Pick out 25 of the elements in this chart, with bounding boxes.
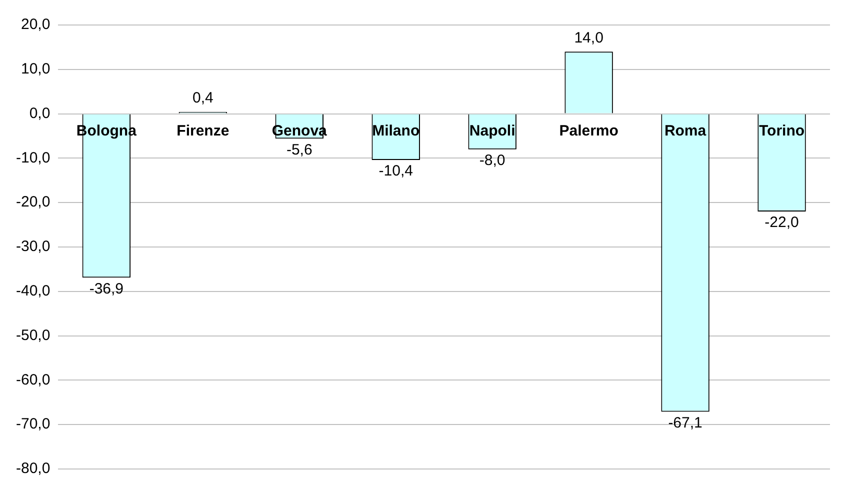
data-label: -36,9 bbox=[89, 280, 124, 298]
y-tick-label: -10,0 bbox=[16, 149, 50, 166]
x-tick-label: Milano bbox=[372, 122, 420, 140]
data-label: -8,0 bbox=[479, 152, 506, 169]
data-label: -67,1 bbox=[668, 414, 702, 432]
y-tick-label: -20,0 bbox=[16, 194, 50, 211]
y-tick-label: -30,0 bbox=[16, 238, 50, 256]
x-tick-label: Roma bbox=[664, 122, 707, 140]
y-tick-label: 20,0 bbox=[20, 16, 50, 34]
x-tick-label: Firenze bbox=[176, 122, 230, 140]
data-label: -22,0 bbox=[764, 214, 799, 232]
data-label: -10,4 bbox=[378, 162, 413, 180]
data-label: -5,6 bbox=[286, 141, 312, 158]
y-tick-label: 0,0 bbox=[29, 104, 50, 122]
x-tick-label: Napoli bbox=[469, 122, 516, 140]
x-tick-label: Palermo bbox=[559, 122, 618, 140]
y-tick-label: -60,0 bbox=[16, 371, 50, 388]
data-label: 14,0 bbox=[574, 29, 604, 46]
y-tick-label: 10,0 bbox=[20, 60, 50, 78]
x-tick-label: Torino bbox=[758, 122, 805, 140]
y-tick-label: -40,0 bbox=[16, 282, 50, 300]
y-tick-label: -80,0 bbox=[16, 460, 50, 478]
y-tick-label: -70,0 bbox=[16, 416, 50, 433]
data-label: 0,4 bbox=[192, 90, 214, 107]
y-tick-label: -50,0 bbox=[16, 326, 50, 344]
